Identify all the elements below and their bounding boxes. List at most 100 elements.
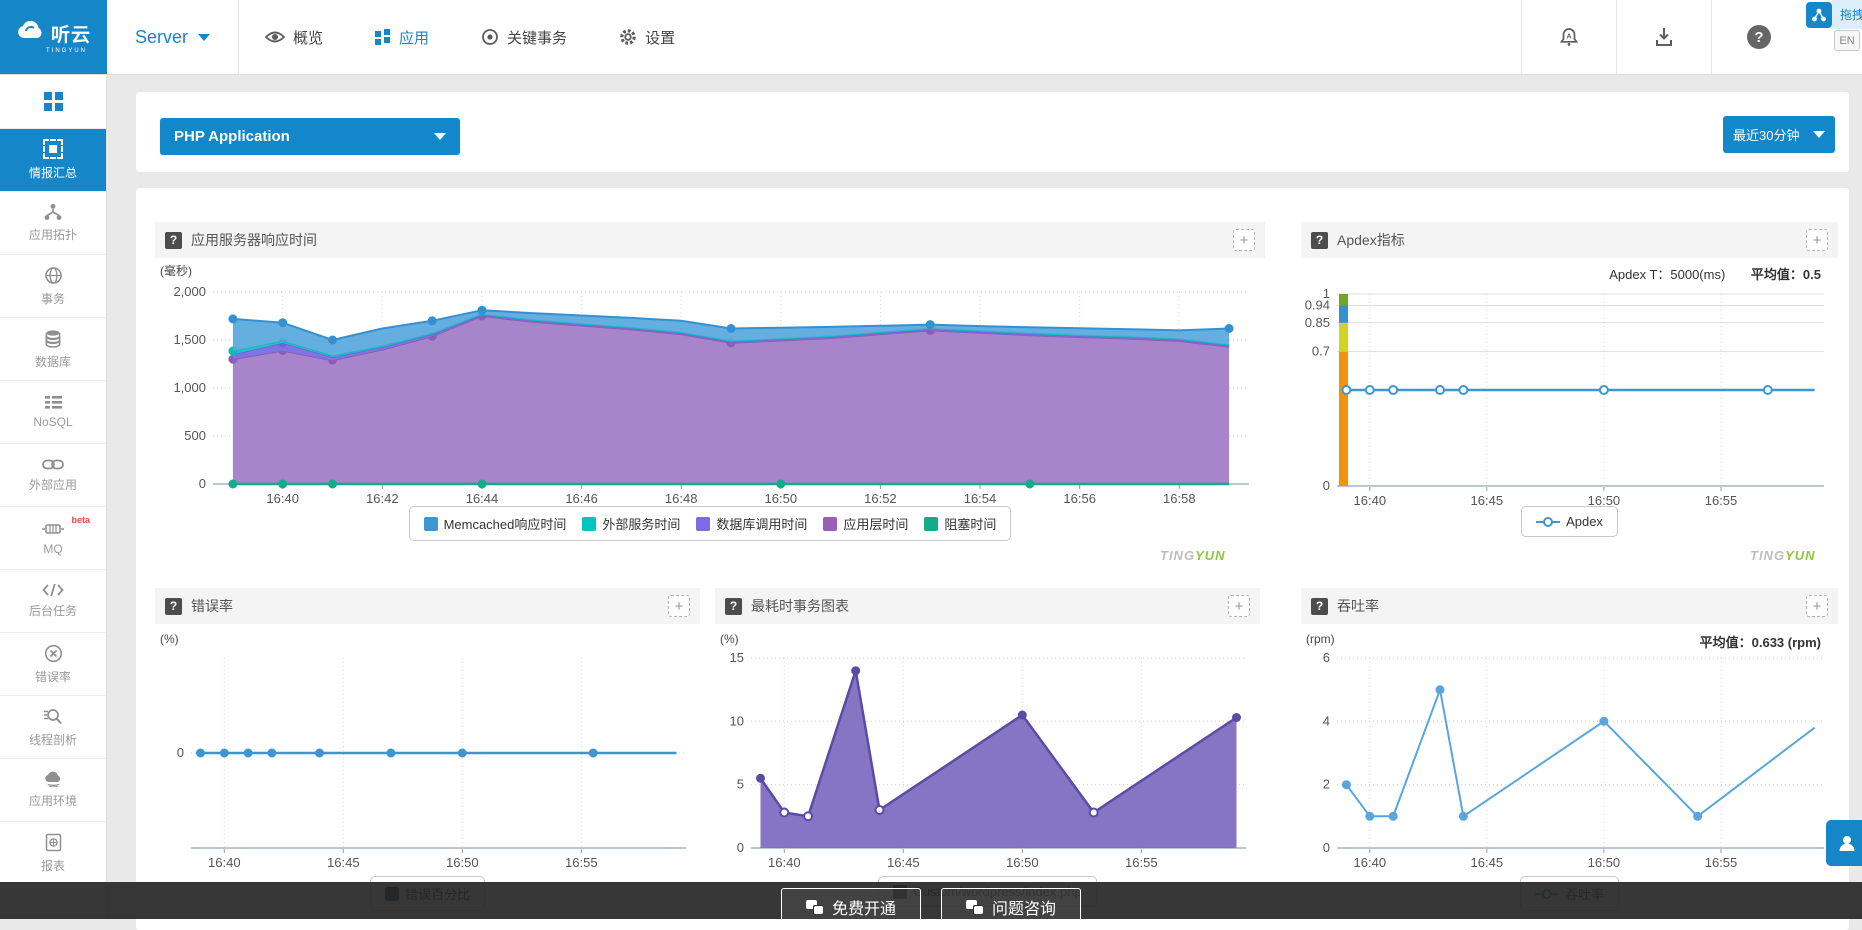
- application-selector[interactable]: PHP Application: [160, 118, 460, 155]
- svg-text:6: 6: [1323, 650, 1330, 665]
- sidebar-item-background-tasks[interactable]: 后台任务: [0, 570, 106, 633]
- download-button[interactable]: [1616, 0, 1711, 74]
- chart-header-top-transactions: ? 最耗时事务图表 +: [715, 588, 1260, 624]
- help-icon[interactable]: ?: [1311, 232, 1328, 249]
- summary-icon: [43, 139, 63, 159]
- drag-widget[interactable]: 拖拽: [1806, 0, 1862, 29]
- apdex-legend: Apdex: [1301, 506, 1838, 537]
- chevron-down-icon: [1813, 131, 1825, 138]
- svg-text:16:50: 16:50: [765, 491, 798, 506]
- help-icon[interactable]: ?: [165, 598, 182, 615]
- sidebar-item-thread-profiling[interactable]: 线程剖析: [0, 696, 106, 759]
- alerts-bell-button[interactable]: A: [1521, 0, 1616, 74]
- help-icon[interactable]: ?: [165, 232, 182, 249]
- legend-item[interactable]: 外部服务时间: [582, 514, 680, 533]
- sidebar-item-app-environment[interactable]: 应用环境: [0, 759, 106, 822]
- sidebar-item-reports[interactable]: 报表: [0, 822, 106, 885]
- svg-text:16:58: 16:58: [1163, 491, 1196, 506]
- help-icon[interactable]: ?: [1311, 598, 1328, 615]
- expand-icon[interactable]: +: [1806, 229, 1828, 251]
- sidebar-item-database[interactable]: 数据库: [0, 318, 106, 381]
- sidebar-item-transactions[interactable]: 事务: [0, 255, 106, 318]
- nav-label: 应用: [399, 27, 429, 48]
- sidebar-item-summary[interactable]: 情报汇总: [0, 129, 106, 192]
- sidebar-item-external-services[interactable]: 外部应用: [0, 444, 106, 507]
- nav-item-settings[interactable]: 设置: [593, 0, 701, 74]
- svg-text:16:44: 16:44: [466, 491, 499, 506]
- svg-text:0.7: 0.7: [1312, 344, 1330, 359]
- svg-text:16:40: 16:40: [1354, 855, 1387, 870]
- expand-icon[interactable]: +: [668, 595, 690, 617]
- svg-text:5: 5: [737, 777, 744, 792]
- expand-icon[interactable]: +: [1806, 595, 1828, 617]
- legend-swatch-icon: [823, 517, 837, 531]
- svg-text:16:45: 16:45: [887, 855, 920, 870]
- svg-text:1,500: 1,500: [173, 332, 206, 347]
- expand-icon[interactable]: +: [1228, 595, 1250, 617]
- error-circle-icon: [44, 644, 63, 663]
- legend-label: 阻塞时间: [944, 514, 996, 533]
- promo-footer-bar: 免费开通 问题咨询: [0, 882, 1862, 919]
- chart-title: 吞吐率: [1337, 596, 1379, 616]
- nav-item-key-transactions[interactable]: 关键事务: [455, 0, 593, 74]
- svg-text:16:50: 16:50: [446, 855, 479, 870]
- consultation-button[interactable]: 问题咨询: [941, 888, 1081, 926]
- product-dropdown-label: Server: [135, 27, 188, 48]
- legend-box: Apdex: [1521, 506, 1618, 537]
- chat-bubble-icon: [806, 900, 823, 914]
- sidebar-item-topology[interactable]: 应用拓扑: [0, 192, 106, 255]
- legend-swatch-icon: [582, 517, 596, 531]
- product-dropdown[interactable]: Server: [107, 0, 238, 74]
- database-icon: [44, 329, 62, 348]
- chart-header-error-rate: ? 错误率 +: [155, 588, 700, 624]
- nav-label: 关键事务: [507, 27, 567, 48]
- help-icon[interactable]: ?: [725, 598, 742, 615]
- list-icon: [44, 395, 63, 410]
- chart-title: Apdex指标: [1337, 230, 1405, 250]
- svg-text:10: 10: [730, 713, 744, 728]
- feedback-widget[interactable]: [1826, 820, 1862, 866]
- nav-item-applications[interactable]: 应用: [349, 0, 455, 74]
- target-icon: [481, 28, 499, 46]
- nav-item-overview[interactable]: 概览: [239, 0, 349, 74]
- sidebar-item-mq[interactable]: beta MQ: [0, 507, 106, 570]
- legend-item[interactable]: Apdex: [1536, 514, 1603, 529]
- link-icon: [42, 458, 64, 471]
- svg-text:16:54: 16:54: [964, 491, 997, 506]
- top-navbar: 听云 TINGYUN Server 概览 应用 关键事务: [0, 0, 1862, 75]
- sidebar-item-dashboard[interactable]: [0, 75, 106, 129]
- legend-item[interactable]: Memcached响应时间: [424, 514, 567, 533]
- y-axis-unit: (%): [160, 632, 179, 646]
- legend-swatch-icon: [424, 517, 438, 531]
- tingyun-logo[interactable]: 听云 TINGYUN: [0, 0, 107, 74]
- svg-text:16:45: 16:45: [1471, 855, 1504, 870]
- legend-item[interactable]: 应用层时间: [823, 514, 908, 533]
- svg-text:16:48: 16:48: [665, 491, 698, 506]
- svg-text:16:40: 16:40: [266, 491, 299, 506]
- sidebar-item-error-rate[interactable]: 错误率: [0, 633, 106, 696]
- time-range-selector[interactable]: 最近30分钟: [1723, 116, 1835, 153]
- legend-item[interactable]: 数据库调用时间: [696, 514, 807, 533]
- nav-label: 设置: [645, 27, 675, 48]
- chart-header-apdex: ? Apdex指标 +: [1301, 222, 1838, 258]
- free-activation-button[interactable]: 免费开通: [781, 888, 921, 926]
- svg-text:16:52: 16:52: [864, 491, 897, 506]
- support-person-icon: [1836, 832, 1858, 854]
- help-button[interactable]: ?: [1711, 0, 1806, 74]
- legend-item[interactable]: 阻塞时间: [924, 514, 996, 533]
- expand-icon[interactable]: +: [1233, 229, 1255, 251]
- svg-text:16:56: 16:56: [1063, 491, 1096, 506]
- legend-swatch-icon: [696, 517, 710, 531]
- queue-icon: [42, 521, 64, 537]
- language-toggle[interactable]: EN: [1834, 30, 1860, 51]
- application-selector-value: PHP Application: [174, 128, 290, 145]
- sidebar-item-nosql[interactable]: NoSQL: [0, 381, 106, 444]
- svg-text:1: 1: [1323, 286, 1330, 301]
- svg-text:4: 4: [1323, 713, 1330, 728]
- svg-text:A: A: [1566, 34, 1571, 41]
